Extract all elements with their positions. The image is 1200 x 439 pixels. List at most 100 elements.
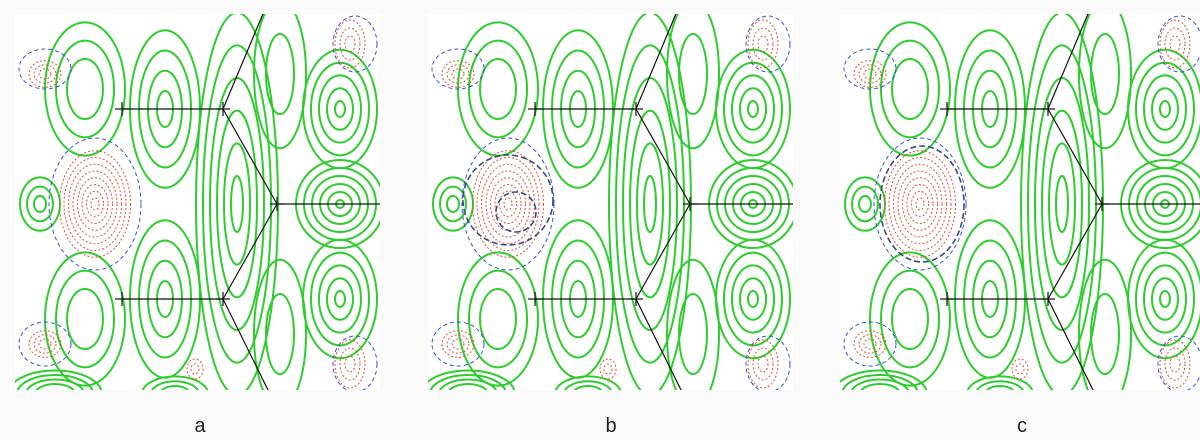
contour xyxy=(55,39,115,139)
contour xyxy=(334,339,366,389)
contour xyxy=(1159,339,1191,389)
contour xyxy=(752,347,774,381)
contour xyxy=(441,330,475,358)
zero-contour xyxy=(843,48,897,90)
contour xyxy=(897,170,943,238)
contour xyxy=(666,258,720,390)
contour xyxy=(209,77,265,331)
contour xyxy=(893,163,947,245)
contour xyxy=(26,185,54,223)
contour xyxy=(1159,290,1171,308)
contour xyxy=(481,163,535,245)
contour xyxy=(840,369,928,390)
contour xyxy=(841,374,919,390)
contour xyxy=(915,197,925,211)
contour xyxy=(1135,61,1195,157)
contour xyxy=(253,258,307,390)
contour xyxy=(33,64,57,84)
contour xyxy=(1164,27,1186,61)
lattice-line xyxy=(222,298,269,390)
contour xyxy=(1159,19,1191,69)
contour xyxy=(752,27,774,61)
zero-contour xyxy=(332,15,378,73)
contour xyxy=(344,35,356,53)
zero-contour xyxy=(431,48,485,90)
contour xyxy=(15,369,103,390)
contour xyxy=(1048,142,1076,266)
contour xyxy=(429,374,507,390)
contour xyxy=(476,157,540,251)
contour xyxy=(966,375,1034,390)
contour xyxy=(636,142,664,266)
contour xyxy=(884,150,956,258)
contour xyxy=(851,185,879,223)
contour xyxy=(344,355,356,373)
contour xyxy=(86,190,104,218)
contour xyxy=(911,190,929,218)
contour xyxy=(853,60,887,88)
contour xyxy=(1078,14,1132,150)
contour xyxy=(339,27,361,61)
contour xyxy=(757,355,769,373)
contour xyxy=(976,380,1024,390)
contour xyxy=(1078,258,1132,390)
contour xyxy=(428,369,516,390)
contour xyxy=(77,177,113,231)
contour xyxy=(457,251,539,387)
contour xyxy=(68,163,122,245)
contour-panel xyxy=(840,14,1200,390)
lattice-line xyxy=(635,298,682,390)
contour xyxy=(160,385,190,390)
contour xyxy=(858,195,872,213)
contour xyxy=(902,177,938,231)
contour xyxy=(1151,277,1179,321)
contour xyxy=(564,380,612,390)
lattice-line xyxy=(222,14,264,110)
contour xyxy=(1041,109,1083,299)
contour xyxy=(747,100,759,118)
contour xyxy=(265,293,295,375)
contour xyxy=(1011,358,1029,380)
contour xyxy=(253,14,307,150)
contour xyxy=(310,61,370,157)
contour-panel xyxy=(428,14,793,390)
contour xyxy=(490,177,526,231)
zero-contour xyxy=(431,321,485,367)
contour xyxy=(1090,33,1120,115)
lattice-line xyxy=(222,203,278,300)
contour-panel xyxy=(15,14,380,390)
contour xyxy=(90,197,100,211)
contour xyxy=(441,60,475,88)
contour xyxy=(446,64,470,84)
contour xyxy=(499,190,517,218)
contour xyxy=(468,269,528,369)
zero-contour xyxy=(843,321,897,367)
contour xyxy=(757,35,769,53)
contour xyxy=(230,175,244,233)
contour xyxy=(1090,293,1120,375)
lattice-line xyxy=(1047,14,1089,110)
contour xyxy=(318,74,362,144)
lattice-line xyxy=(1047,108,1103,205)
contour xyxy=(554,375,622,390)
contour xyxy=(186,358,204,380)
zero-contour xyxy=(1157,15,1200,73)
contour xyxy=(858,334,882,354)
contour xyxy=(880,39,940,139)
contour xyxy=(151,380,199,390)
lattice-line xyxy=(222,108,278,205)
contour xyxy=(63,157,127,251)
panel-label: c xyxy=(1017,415,1027,437)
contour xyxy=(629,109,671,299)
contour xyxy=(666,14,720,150)
contour xyxy=(1159,100,1171,118)
panel-bg xyxy=(840,14,1200,390)
contour xyxy=(44,251,126,387)
contour xyxy=(888,157,952,251)
contour xyxy=(573,385,603,390)
contour xyxy=(28,60,62,88)
zero-contour xyxy=(745,335,791,390)
contour xyxy=(494,184,522,224)
contour xyxy=(438,378,498,390)
contour xyxy=(1143,264,1187,334)
